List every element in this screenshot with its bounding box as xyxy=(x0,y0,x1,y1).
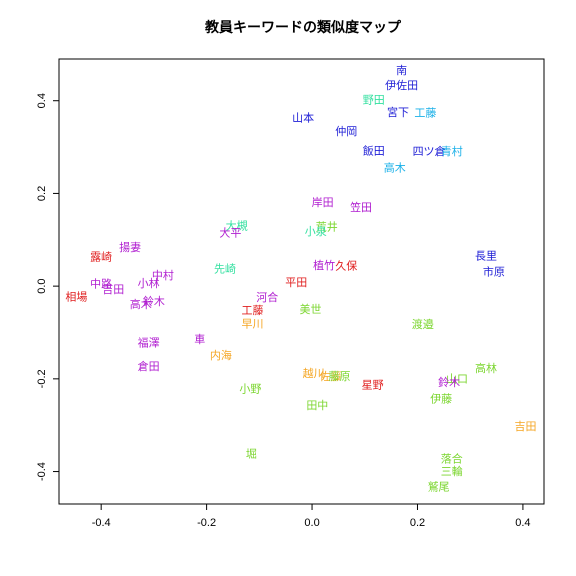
point-label: 飯田 xyxy=(363,143,385,157)
point-label: 河合 xyxy=(256,290,278,304)
x-tick-label: -0.2 xyxy=(197,517,216,529)
point-label: 鷲尾 xyxy=(428,479,450,493)
y-tick-label: 0.4 xyxy=(36,93,48,108)
point-label: 藤原 xyxy=(328,370,350,383)
point-label: 揚妻 xyxy=(119,241,141,254)
y-tick-label: 0.0 xyxy=(36,278,48,293)
point-label: 高林 xyxy=(475,361,497,375)
point-label: 車 xyxy=(194,332,205,346)
point-label: 山口 xyxy=(446,372,468,385)
point-label: 南 xyxy=(396,64,407,77)
point-label: 小林 xyxy=(138,276,160,290)
point-label: 大槻 xyxy=(226,218,248,232)
point-label: 内海 xyxy=(210,348,232,362)
point-label: 宮下 xyxy=(387,105,409,119)
point-label: 露崎 xyxy=(90,249,112,263)
y-tick-label: -0.4 xyxy=(36,462,48,481)
point-label: 伊藤 xyxy=(430,392,452,405)
point-label: 落合 xyxy=(441,452,463,466)
point-label: 渡邉 xyxy=(412,317,434,331)
point-label: 高木 xyxy=(384,160,406,174)
point-label: 小野 xyxy=(239,383,261,396)
point-label: 市原 xyxy=(483,265,505,279)
point-label: 中路 xyxy=(90,277,112,290)
point-label: 佐藤 xyxy=(319,369,341,383)
point-label: 倉田 xyxy=(138,359,160,373)
point-label: 先崎 xyxy=(214,261,236,275)
x-tick-label: -0.4 xyxy=(92,517,111,529)
point-label: 岸田 xyxy=(312,196,334,209)
point-label: 相場 xyxy=(65,290,87,303)
plot-frame xyxy=(58,58,545,505)
y-tick-label: -0.2 xyxy=(36,369,48,388)
point-label: 植竹 xyxy=(313,258,335,272)
y-axis: -0.4 -0.2 0.0 0.2 0.4 xyxy=(36,93,59,481)
point-label: 鈴木 xyxy=(438,375,460,389)
point-label: 福澤 xyxy=(138,336,160,350)
point-label: 田中 xyxy=(306,399,328,412)
point-label: 吉田 xyxy=(102,283,124,296)
point-label: 青村 xyxy=(441,144,463,158)
point-label: 吉田 xyxy=(515,420,537,433)
point-label: 笠田 xyxy=(350,200,372,214)
point-label: 美世 xyxy=(299,303,321,316)
point-label: 早川 xyxy=(241,318,263,331)
point-label: 長里 xyxy=(475,250,497,263)
point-label: 星野 xyxy=(362,378,384,391)
point-label: 山本 xyxy=(292,110,314,124)
chart-title: 教員キーワードの類似度マップ xyxy=(205,19,402,36)
point-label: 三輪 xyxy=(441,464,463,478)
point-label: 仲岡 xyxy=(335,124,357,138)
point-label: 小泉 xyxy=(305,224,327,238)
x-tick-label: 0.0 xyxy=(304,517,319,529)
point-label: 平田 xyxy=(285,276,307,289)
point-label: 四ツ倉 xyxy=(413,144,446,158)
point-label: 工藤 xyxy=(241,304,263,317)
x-tick-label: 0.2 xyxy=(410,517,425,529)
point-label: 堀 xyxy=(246,447,257,460)
point-label: 高木 xyxy=(130,297,152,311)
point-label: 鈴木 xyxy=(143,294,165,308)
y-tick-label: 0.2 xyxy=(36,186,48,201)
point-label: 伊佐田 xyxy=(385,78,418,92)
point-label: 野田 xyxy=(363,93,385,106)
x-tick-label: 0.4 xyxy=(515,517,530,529)
point-label: 久保 xyxy=(335,259,357,273)
point-label: 中村 xyxy=(152,268,174,282)
point-label: 荒井 xyxy=(316,219,338,233)
point-label: 工藤 xyxy=(414,107,436,120)
point-label: 大平 xyxy=(219,225,241,239)
x-axis: -0.4 -0.2 0.0 0.2 0.4 xyxy=(92,504,531,529)
point-label: 越川 xyxy=(303,366,325,380)
